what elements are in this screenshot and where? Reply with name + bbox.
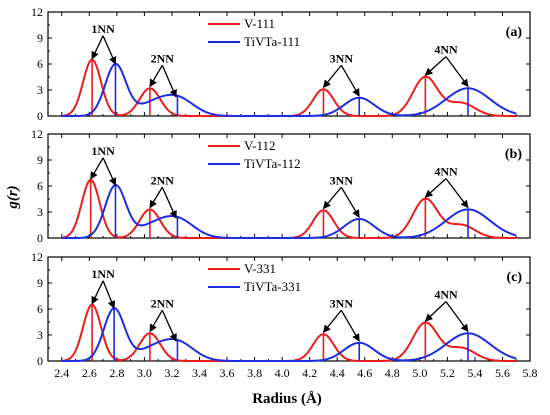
panel-c: 0 3 6 9 12 2.4 2.6 2.8 3.0 3.2 3.4 3.6 3.8 4.0 4.2 4.4 4… — [31, 250, 538, 380]
y-axis-label: g(r) — [5, 185, 21, 209]
plot-frame — [47, 256, 531, 362]
annotation-arrow — [424, 56, 447, 76]
x-tick-label: 3.4 — [192, 366, 207, 380]
y-tick-label: 3 — [37, 328, 43, 342]
y-tick-label: 12 — [31, 127, 43, 141]
y-tick-label: 9 — [37, 276, 43, 290]
y-tick-label: 6 — [37, 57, 43, 71]
series-line-v — [61, 58, 517, 117]
panel-a: 0 3 6 9 12 V-111 TiVTa-111 (a) 1NN 2NN 3NN 4NN — [31, 5, 531, 123]
x-tick-label: 3.2 — [164, 366, 179, 380]
x-tick-label: 3.6 — [220, 366, 235, 380]
y-tick-label: 0 — [37, 231, 43, 245]
annotation-arrow — [424, 178, 447, 198]
annotation-arrow — [102, 280, 116, 309]
y-tick-label: 3 — [37, 83, 43, 97]
annotation-arrow — [90, 157, 104, 180]
legend-label: V-331 — [244, 261, 276, 276]
panel-label: (b) — [505, 147, 522, 162]
annotation-label: 3NN — [330, 173, 354, 187]
annotation-label: 4NN — [434, 165, 458, 179]
x-tick-label: 4.4 — [330, 366, 345, 380]
x-tick-label: 2.4 — [54, 366, 69, 380]
annotation-label: 3NN — [330, 51, 354, 65]
annotation-label: 3NN — [330, 296, 354, 310]
annotation-arrow — [161, 187, 177, 219]
x-tick-label: 4.0 — [275, 366, 290, 380]
panel-label: (a) — [506, 25, 523, 40]
annotation-label: 4NN — [434, 288, 458, 302]
panel-b: 0 3 6 9 12 V-112 TiVTa-112 (b) 1NN 2NN 3NN 4NN — [31, 127, 531, 245]
annotation-label: 4NN — [434, 43, 458, 57]
x-tick-label: 5.6 — [495, 366, 510, 380]
annotation-arrow — [102, 35, 117, 65]
x-tick-label: 5.0 — [412, 366, 427, 380]
x-tick-label: 5.8 — [523, 366, 538, 380]
plot-frame — [47, 133, 531, 239]
x-tick-label: 3.8 — [247, 366, 262, 380]
annotation-arrow — [149, 186, 163, 209]
annotation-arrow — [445, 56, 469, 88]
x-tick-label: 4.2 — [302, 366, 317, 380]
x-tick-label: 5.2 — [440, 366, 455, 380]
panel-label: (c) — [506, 270, 522, 285]
series-line-tivta — [61, 184, 517, 239]
x-tick-label: 5.4 — [467, 366, 482, 380]
annotation-label: 2NN — [151, 296, 175, 310]
legend-label: TiVTa-112 — [244, 156, 301, 171]
annotation-label: 1NN — [91, 144, 115, 158]
x-tick-label: 4.8 — [385, 366, 400, 380]
y-tick-label: 3 — [37, 205, 43, 219]
annotation-arrow — [322, 64, 342, 89]
annotation-label: 1NN — [91, 22, 115, 36]
series-line-tivta — [61, 307, 517, 362]
annotation-arrow — [445, 178, 469, 209]
annotation-arrow — [340, 186, 360, 218]
x-tick-label: 4.6 — [357, 366, 372, 380]
y-tick-label: 6 — [37, 179, 43, 193]
series-line-v — [61, 303, 517, 362]
series-line-v — [61, 179, 517, 239]
annotation-arrow — [149, 309, 163, 333]
y-tick-label: 12 — [31, 5, 43, 19]
y-tick-label: 9 — [37, 153, 43, 167]
x-tick-label: 2.8 — [109, 366, 124, 380]
legend-label: TiVTa-331 — [244, 279, 301, 294]
y-tick-label: 6 — [37, 302, 43, 316]
annotation-arrow — [102, 157, 117, 186]
legend-label: TiVTa-111 — [244, 34, 300, 49]
annotation-arrow — [424, 301, 447, 322]
annotation-arrow — [445, 301, 469, 333]
x-tick-label: 3.0 — [137, 366, 152, 380]
y-tick-label: 9 — [37, 31, 43, 45]
annotation-arrow — [149, 64, 163, 88]
annotation-label: 2NN — [151, 173, 175, 187]
annotation-arrow — [322, 186, 342, 210]
y-tick-label: 0 — [37, 354, 43, 368]
annotation-arrow — [340, 64, 360, 97]
legend-label: V-112 — [244, 138, 276, 153]
annotation-arrow — [91, 35, 104, 60]
annotation-arrow — [161, 310, 177, 342]
x-tick-label: 2.6 — [82, 366, 97, 380]
annotation-arrow — [161, 65, 177, 98]
y-tick-label: 0 — [37, 109, 43, 123]
annotation-label: 1NN — [91, 267, 115, 281]
plot-frame — [47, 11, 531, 117]
annotation-arrow — [322, 309, 342, 334]
annotation-arrow — [91, 280, 104, 305]
series-line-tivta — [61, 62, 517, 117]
y-tick-label: 12 — [31, 250, 43, 264]
annotation-arrow — [340, 309, 360, 342]
annotation-label: 2NN — [151, 51, 175, 65]
x-axis-label: Radius (Å) — [252, 391, 322, 407]
legend-label: V-111 — [244, 16, 275, 31]
